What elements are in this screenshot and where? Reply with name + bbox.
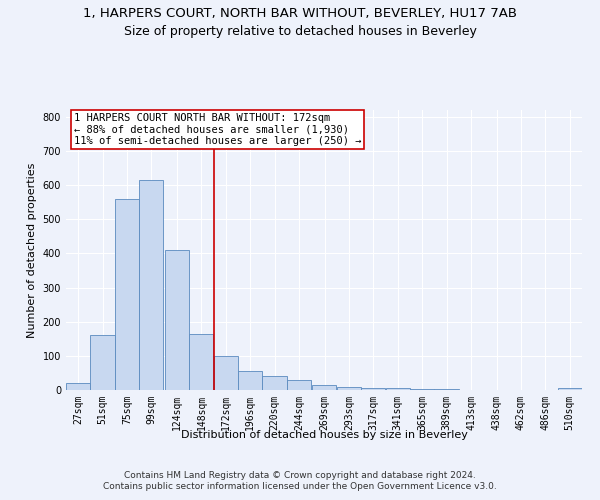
Bar [165,250,189,390]
Bar [361,388,385,390]
Text: 1, HARPERS COURT, NORTH BAR WITHOUT, BEVERLEY, HU17 7AB: 1, HARPERS COURT, NORTH BAR WITHOUT, BEV… [83,8,517,20]
Bar [262,376,287,390]
Bar [189,334,214,390]
Bar [139,180,163,390]
Bar [91,336,115,390]
Text: Distribution of detached houses by size in Beverley: Distribution of detached houses by size … [181,430,467,440]
Text: Contains public sector information licensed under the Open Government Licence v3: Contains public sector information licen… [103,482,497,491]
Bar [115,199,139,390]
Bar [312,385,337,390]
Text: 1 HARPERS COURT NORTH BAR WITHOUT: 172sqm
← 88% of detached houses are smaller (: 1 HARPERS COURT NORTH BAR WITHOUT: 172sq… [74,113,361,146]
Bar [557,388,582,390]
Bar [410,389,434,390]
Y-axis label: Number of detached properties: Number of detached properties [27,162,37,338]
Bar [337,386,361,390]
Text: Size of property relative to detached houses in Beverley: Size of property relative to detached ho… [124,25,476,38]
Bar [214,356,238,390]
Bar [287,380,311,390]
Bar [66,383,90,390]
Text: Contains HM Land Registry data © Crown copyright and database right 2024.: Contains HM Land Registry data © Crown c… [124,470,476,480]
Bar [386,388,410,390]
Bar [238,371,262,390]
